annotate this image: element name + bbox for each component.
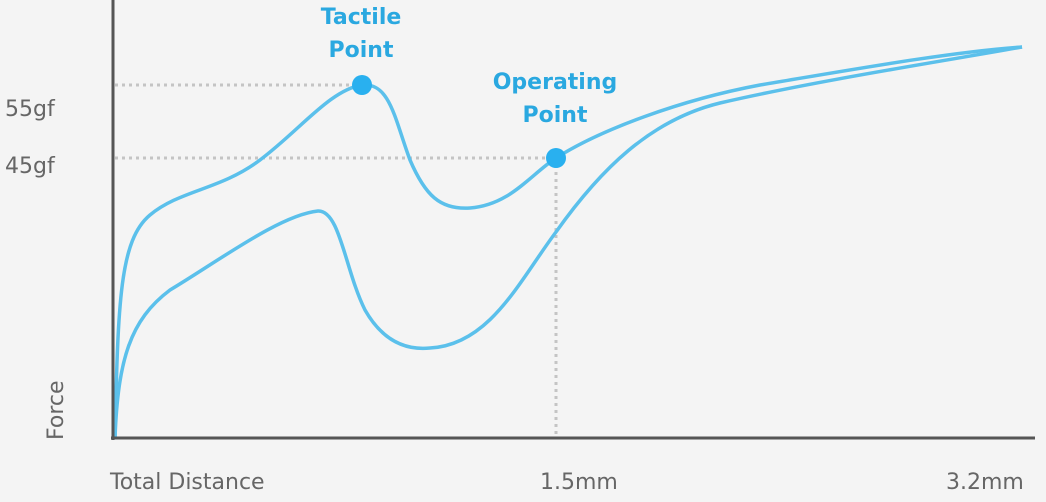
level-label: 55gf [5,97,56,122]
callout-label: Point [329,38,394,63]
release-curve [113,45,1023,439]
callout-label: Tactile [321,5,402,30]
callout-label: Operating [493,70,618,95]
tactile-point [352,75,372,95]
y-axis-title: Force [44,380,69,440]
press-curve [113,45,1023,439]
operating-point [546,148,566,168]
level-label: 45gf [5,154,56,179]
distance-label: 1.5mm [540,470,618,495]
x-axis-title: Total Distance [109,470,265,495]
callout-label: Point [523,103,588,128]
distance-label: 3.2mm [946,470,1024,495]
